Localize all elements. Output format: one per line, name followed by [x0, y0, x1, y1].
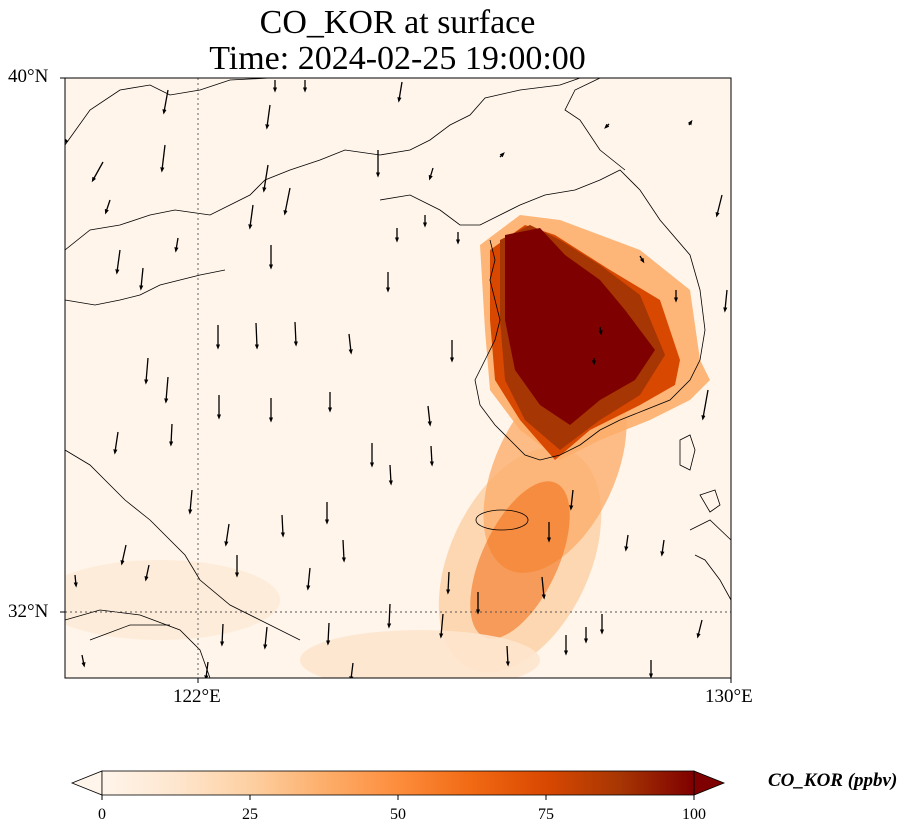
- wind-arrow: [723, 289, 728, 313]
- wind-arrow: [164, 376, 169, 404]
- colorbar-tick-label: 25: [242, 806, 258, 823]
- gridlines: [65, 78, 731, 678]
- wind-arrow: [439, 613, 444, 639]
- map-panel: [60, 77, 732, 683]
- colorbar-tick-label: 0: [98, 806, 106, 823]
- wind-arrow: [429, 445, 434, 467]
- wind-arrow: [604, 123, 610, 129]
- wind-arrow: [387, 603, 392, 629]
- wind-arrow: [306, 567, 311, 591]
- time-line: Time: 2024-02-25 19:00:00: [209, 40, 586, 77]
- colorbar-tick-label: 50: [390, 806, 406, 823]
- wind-arrow: [248, 204, 254, 230]
- wind-arrow: [283, 187, 291, 216]
- wind-arrow: [687, 119, 693, 126]
- wind-arrow: [174, 237, 179, 253]
- wind-arrow: [265, 104, 271, 130]
- wind-arrow: [598, 326, 603, 336]
- wind-arrow: [73, 574, 78, 588]
- wind-arrow: [569, 489, 574, 511]
- wind-arrow: [341, 539, 346, 563]
- wind-arrow: [81, 654, 86, 668]
- wind-arrow: [326, 622, 331, 646]
- wind-arrow: [188, 489, 193, 515]
- wind-arrow: [541, 576, 546, 600]
- wind-arrow: [224, 523, 230, 547]
- colorbar-tick-label: 75: [538, 806, 554, 823]
- colorbar-ticks: [101, 795, 695, 800]
- wind-arrow: [388, 464, 393, 486]
- wind-arrow: [104, 199, 111, 215]
- wind-arrow: [696, 619, 703, 639]
- colorbar-title: CO_KOR (ppbv): [768, 770, 898, 791]
- map-frame: [64, 77, 732, 679]
- colorbar-gradient: [102, 771, 694, 795]
- concentration-field: [65, 215, 710, 678]
- title-line: CO_KOR at surface: [259, 4, 536, 41]
- wind-vectors: [65, 80, 728, 678]
- wind-arrow: [120, 544, 127, 566]
- wind-arrow: [639, 255, 645, 264]
- wind-arrow: [169, 423, 174, 447]
- wind-arrow: [204, 661, 209, 678]
- wind-arrow: [715, 194, 723, 218]
- wind-arrow: [446, 571, 451, 595]
- wind-arrow: [280, 514, 285, 538]
- wind-arrow: [262, 164, 269, 193]
- colorbar-max-extend: [693, 770, 726, 796]
- wind-arrow: [254, 322, 259, 350]
- wind-arrow: [160, 144, 166, 173]
- wind-arrow: [144, 564, 150, 582]
- wind-arrow: [624, 534, 629, 552]
- wind-arrow: [428, 167, 434, 181]
- colorbar-tick-label: 100: [682, 806, 706, 823]
- wind-arrow: [115, 249, 121, 275]
- axis-ticks: [60, 77, 732, 683]
- wind-arrow: [505, 645, 510, 667]
- lon-label-122e: 122°E: [173, 686, 221, 707]
- wind-arrow: [293, 321, 298, 347]
- wind-arrow: [660, 539, 665, 557]
- wind-arrow: [263, 626, 268, 650]
- wind-arrow: [427, 405, 432, 427]
- wind-arrow: [349, 662, 354, 678]
- wind-arrow: [701, 389, 709, 421]
- wind-arrow: [162, 89, 169, 115]
- lon-label-130e: 130°E: [705, 686, 753, 707]
- lat-label-32n: 32°N: [8, 601, 49, 622]
- wind-arrow: [499, 152, 505, 158]
- wind-arrow: [397, 81, 403, 103]
- coastlines: [65, 78, 731, 678]
- lat-label-40n: 40°N: [8, 66, 49, 87]
- wind-arrow: [91, 161, 104, 183]
- wind-arrow: [220, 623, 225, 647]
- wind-arrow: [113, 431, 119, 455]
- wind-arrow: [139, 267, 144, 291]
- colorbar-min-extend: [70, 770, 103, 796]
- wind-arrow: [348, 333, 353, 355]
- wind-arrow: [144, 357, 149, 385]
